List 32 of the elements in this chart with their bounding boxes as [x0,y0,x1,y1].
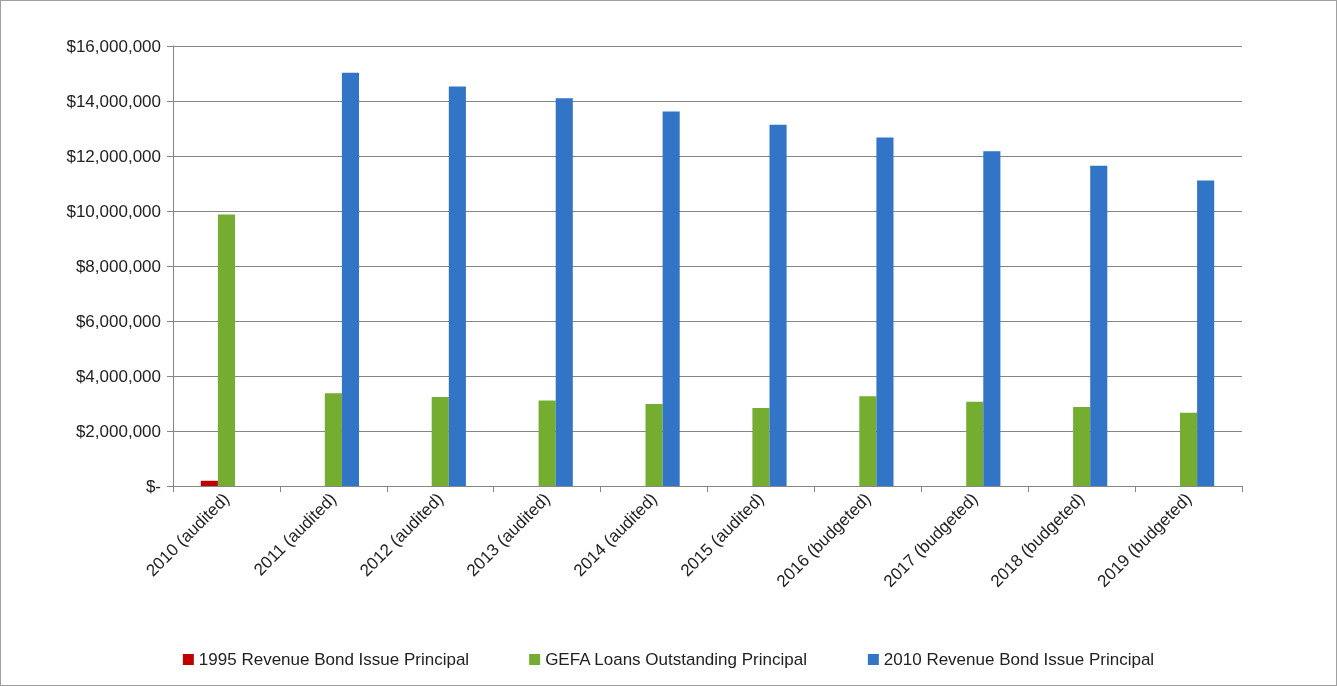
bar [1073,407,1091,486]
y-tick-label: $14,000,000 [66,91,161,111]
bar [752,407,770,486]
bar [1197,180,1215,486]
y-tick-label: $2,000,000 [75,421,161,441]
bar [538,400,556,486]
bar [983,151,1001,486]
bar [200,480,218,486]
bar [876,137,894,486]
bar [555,98,573,486]
y-tick-label: $- [145,476,161,496]
bar [859,396,877,486]
y-tick-label: $16,000,000 [66,36,161,56]
bar [448,86,466,486]
bar [645,404,663,486]
y-tick-label: $12,000,000 [66,146,161,166]
bar [1090,165,1108,486]
legend-label: GEFA Loans Outstanding Principal [545,650,807,669]
bar [324,393,342,486]
bar [217,214,235,486]
y-tick-label: $10,000,000 [66,201,161,221]
bar [769,124,787,486]
legend-label: 2010 Revenue Bond Issue Principal [883,650,1155,669]
y-tick-label: $4,000,000 [75,366,161,386]
bar [431,396,449,486]
legend-label: 1995 Revenue Bond Issue Principal [198,650,470,669]
bar [1180,412,1198,486]
y-tick-label: $8,000,000 [75,256,161,276]
bar [341,72,360,486]
y-tick-label: $6,000,000 [75,311,161,331]
bar [662,111,680,486]
bar [966,401,984,486]
